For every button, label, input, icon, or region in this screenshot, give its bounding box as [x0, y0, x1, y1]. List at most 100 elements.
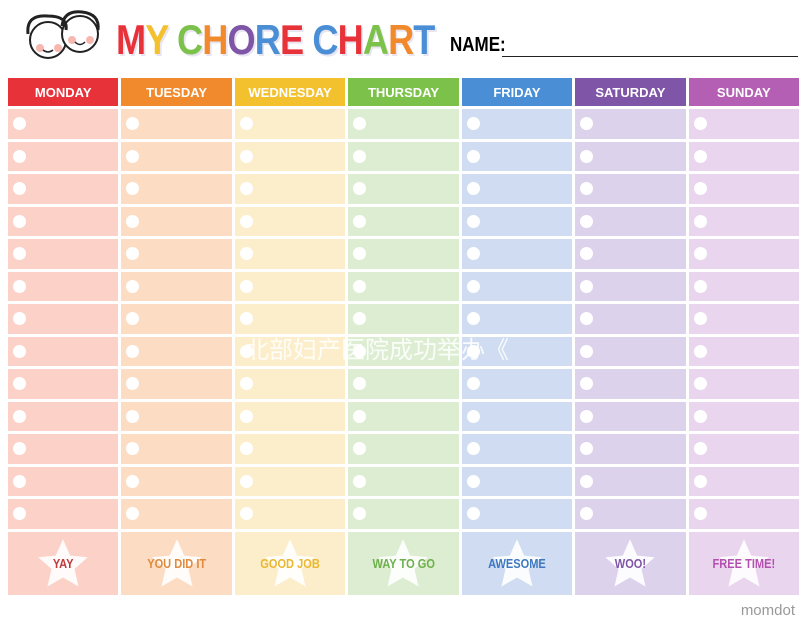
- checkbox-circle[interactable]: [13, 507, 26, 520]
- chore-cell[interactable]: [461, 271, 573, 301]
- chore-cell[interactable]: [234, 271, 346, 301]
- chore-cell[interactable]: [348, 499, 459, 529]
- checkbox-circle[interactable]: [693, 409, 707, 423]
- chore-cell[interactable]: [121, 109, 232, 139]
- chore-cell[interactable]: [688, 141, 799, 171]
- chore-cell[interactable]: [461, 369, 573, 399]
- checkbox-circle[interactable]: [126, 507, 140, 520]
- checkbox-circle[interactable]: [693, 149, 707, 163]
- chore-cell[interactable]: [234, 434, 346, 464]
- chore-cell[interactable]: [688, 336, 799, 366]
- chore-cell[interactable]: [8, 401, 119, 431]
- checkbox-circle[interactable]: [580, 409, 594, 423]
- chore-cell[interactable]: [121, 206, 232, 236]
- checkbox-circle[interactable]: [466, 507, 480, 520]
- checkbox-circle[interactable]: [126, 344, 140, 358]
- checkbox-circle[interactable]: [353, 474, 367, 488]
- checkbox-circle[interactable]: [580, 247, 594, 260]
- checkbox-circle[interactable]: [693, 312, 707, 325]
- chore-cell[interactable]: [688, 109, 799, 139]
- chore-cell[interactable]: [461, 109, 573, 139]
- checkbox-circle[interactable]: [126, 149, 140, 163]
- chore-cell[interactable]: [461, 499, 573, 529]
- checkbox-circle[interactable]: [693, 377, 707, 390]
- chore-cell[interactable]: [121, 401, 232, 431]
- checkbox-circle[interactable]: [239, 474, 253, 488]
- chore-cell[interactable]: [688, 174, 799, 204]
- chore-cell[interactable]: [121, 466, 232, 496]
- chore-cell[interactable]: [121, 434, 232, 464]
- checkbox-circle[interactable]: [126, 377, 140, 390]
- chore-cell[interactable]: [121, 239, 232, 269]
- chore-cell[interactable]: [575, 369, 686, 399]
- checkbox-circle[interactable]: [580, 344, 594, 358]
- checkbox-circle[interactable]: [239, 182, 253, 195]
- chore-cell[interactable]: [8, 434, 119, 464]
- chore-cell[interactable]: [348, 271, 459, 301]
- checkbox-circle[interactable]: [13, 409, 26, 423]
- checkbox-circle[interactable]: [466, 279, 480, 293]
- chore-cell[interactable]: [461, 466, 573, 496]
- checkbox-circle[interactable]: [693, 279, 707, 293]
- checkbox-circle[interactable]: [580, 312, 594, 325]
- chore-cell[interactable]: [688, 206, 799, 236]
- chore-cell[interactable]: [121, 141, 232, 171]
- checkbox-circle[interactable]: [239, 312, 253, 325]
- chore-cell[interactable]: [121, 336, 232, 366]
- checkbox-circle[interactable]: [13, 344, 26, 358]
- checkbox-circle[interactable]: [126, 117, 140, 130]
- chore-cell[interactable]: [575, 174, 686, 204]
- chore-cell[interactable]: [8, 271, 119, 301]
- chore-cell[interactable]: [575, 271, 686, 301]
- chore-cell[interactable]: [461, 141, 573, 171]
- checkbox-circle[interactable]: [353, 117, 367, 130]
- chore-cell[interactable]: [234, 109, 346, 139]
- checkbox-circle[interactable]: [466, 377, 480, 390]
- checkbox-circle[interactable]: [466, 214, 480, 228]
- chore-cell[interactable]: [348, 466, 459, 496]
- checkbox-circle[interactable]: [466, 442, 480, 455]
- chore-cell[interactable]: [8, 466, 119, 496]
- checkbox-circle[interactable]: [126, 312, 140, 325]
- chore-cell[interactable]: [348, 336, 459, 366]
- checkbox-circle[interactable]: [580, 149, 594, 163]
- checkbox-circle[interactable]: [353, 247, 367, 260]
- checkbox-circle[interactable]: [580, 182, 594, 195]
- checkbox-circle[interactable]: [353, 507, 367, 520]
- chore-cell[interactable]: [234, 336, 346, 366]
- checkbox-circle[interactable]: [13, 214, 26, 228]
- chore-cell[interactable]: [688, 369, 799, 399]
- chore-cell[interactable]: [121, 369, 232, 399]
- checkbox-circle[interactable]: [353, 409, 367, 423]
- chore-cell[interactable]: [575, 109, 686, 139]
- chore-cell[interactable]: [234, 499, 346, 529]
- chore-cell[interactable]: [575, 466, 686, 496]
- chore-cell[interactable]: [688, 499, 799, 529]
- chore-cell[interactable]: [121, 499, 232, 529]
- chore-cell[interactable]: [234, 206, 346, 236]
- checkbox-circle[interactable]: [693, 474, 707, 488]
- checkbox-circle[interactable]: [353, 149, 367, 163]
- chore-cell[interactable]: [575, 304, 686, 334]
- chore-cell[interactable]: [8, 206, 119, 236]
- chore-cell[interactable]: [121, 174, 232, 204]
- checkbox-circle[interactable]: [693, 247, 707, 260]
- checkbox-circle[interactable]: [126, 247, 140, 260]
- chore-cell[interactable]: [8, 336, 119, 366]
- checkbox-circle[interactable]: [126, 182, 140, 195]
- checkbox-circle[interactable]: [693, 442, 707, 455]
- checkbox-circle[interactable]: [580, 377, 594, 390]
- chore-cell[interactable]: [234, 141, 346, 171]
- chore-cell[interactable]: [348, 206, 459, 236]
- chore-cell[interactable]: [575, 141, 686, 171]
- chore-cell[interactable]: [121, 271, 232, 301]
- checkbox-circle[interactable]: [353, 279, 367, 293]
- chore-cell[interactable]: [234, 239, 346, 269]
- checkbox-circle[interactable]: [693, 344, 707, 358]
- chore-cell[interactable]: [461, 434, 573, 464]
- chore-cell[interactable]: [348, 434, 459, 464]
- chore-cell[interactable]: [348, 304, 459, 334]
- checkbox-circle[interactable]: [466, 312, 480, 325]
- checkbox-circle[interactable]: [580, 214, 594, 228]
- chore-cell[interactable]: [688, 466, 799, 496]
